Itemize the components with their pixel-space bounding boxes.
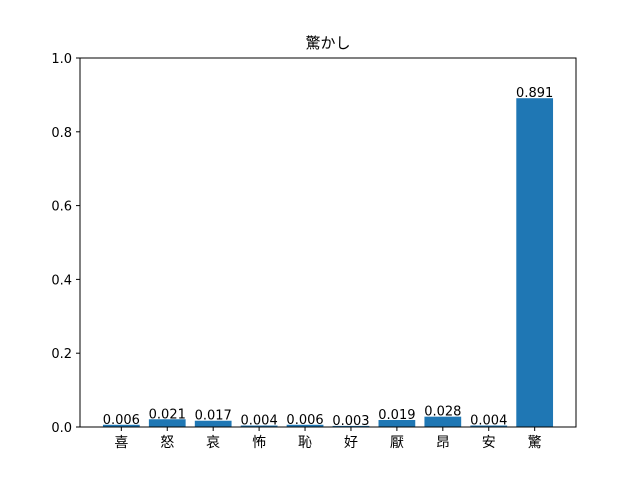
data-label-1: 0.006 — [103, 413, 140, 428]
data-label-5: 0.006 — [286, 413, 323, 428]
data-label-7: 0.019 — [378, 408, 415, 423]
data-labels-group: 0.006 0.021 0.017 0.004 0.006 0.003 0.019 0.028… — [103, 86, 554, 429]
data-label-3: 0.017 — [195, 409, 232, 424]
x-tick-label-5: 恥 — [298, 435, 312, 451]
y-tick-label-5: 0.8 — [51, 126, 72, 141]
bar-1 — [102, 424, 140, 427]
x-tick-label-1: 喜 — [114, 435, 128, 451]
x-tick-label-6: 好 — [344, 435, 358, 451]
x-tick-label-3: 哀 — [206, 435, 220, 451]
bar-8 — [424, 416, 462, 427]
plot-area-frame — [79, 57, 577, 428]
bar-7 — [378, 419, 416, 427]
bar-6 — [332, 425, 370, 427]
data-label-10: 0.891 — [516, 86, 553, 101]
chart-title: 驚かし — [305, 34, 350, 52]
data-label-9: 0.004 — [470, 414, 507, 429]
y-tick-label-2: 0.2 — [51, 347, 72, 362]
data-label-8: 0.028 — [424, 405, 461, 420]
x-axis: 喜怒哀怖恥好厭昂安驚 — [114, 427, 542, 451]
y-tick-label-6: 1.0 — [51, 52, 72, 67]
x-tick-label-10: 驚 — [528, 434, 542, 451]
x-tick-label-7: 厭 — [390, 435, 404, 451]
y-tick-label-1: 0.0 — [51, 421, 72, 436]
bar-4 — [240, 425, 278, 427]
data-label-2: 0.021 — [149, 407, 186, 422]
bar-3 — [194, 420, 232, 427]
data-label-4: 0.004 — [241, 414, 278, 429]
bar-5 — [286, 424, 324, 427]
x-tick-label-2: 怒 — [160, 435, 174, 451]
x-tick-label-4: 怖 — [252, 434, 266, 451]
y-tick-label-4: 0.6 — [51, 200, 72, 215]
x-tick-label-8: 昂 — [436, 435, 450, 451]
y-axis: 0.0 0.2 0.4 0.6 0.8 1.0 — [51, 52, 80, 436]
bar-10 — [516, 98, 554, 427]
bars-group — [102, 98, 554, 427]
data-label-6: 0.003 — [332, 414, 369, 429]
bar-2 — [148, 419, 186, 427]
x-tick-label-9: 安 — [482, 435, 496, 451]
y-tick-label-3: 0.4 — [51, 273, 72, 288]
bar-9 — [470, 425, 508, 427]
